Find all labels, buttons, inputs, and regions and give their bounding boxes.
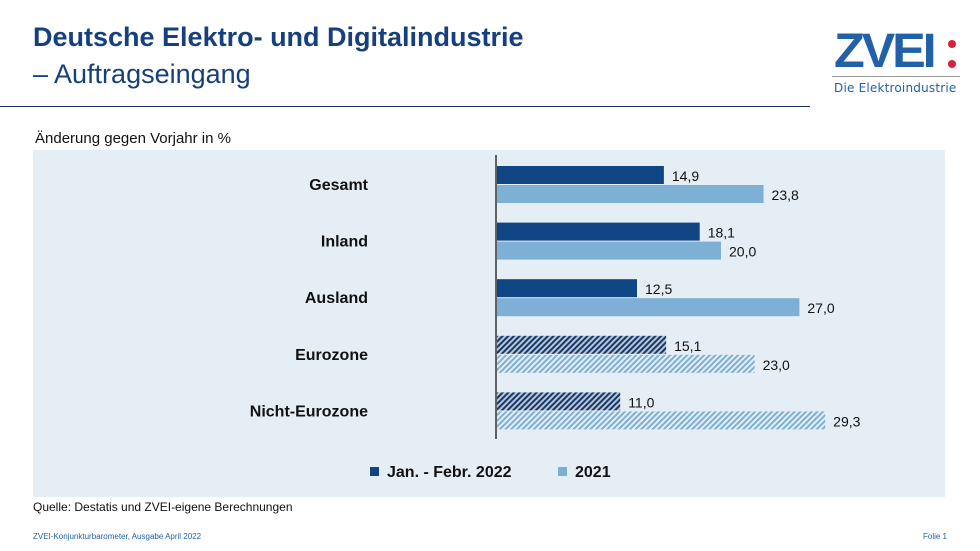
data-label: 11,0 — [628, 394, 654, 410]
bar-2021-gesamt — [497, 185, 764, 203]
bar-2022-inland — [497, 222, 700, 241]
legend-label-0: Jan. - Febr. 2022 — [387, 464, 512, 481]
data-label: 12,5 — [645, 281, 672, 297]
logo-divider — [832, 76, 960, 77]
footer-slide-number: Folie 1 — [922, 532, 947, 541]
bar-2022-nicht-eurozone — [497, 392, 621, 411]
source-note: Quelle: Destatis und ZVEI-eigene Berechn… — [33, 500, 293, 514]
footer-publication: ZVEI-Konjunkturbarometer, Ausgabe April … — [33, 532, 202, 541]
category-label: Eurozone — [295, 347, 368, 364]
logo-subtitle: Die Elektroindustrie — [834, 81, 957, 95]
bar-2021-nicht-eurozone — [497, 411, 826, 430]
data-label: 18,1 — [708, 225, 735, 241]
bar-2021-inland — [497, 241, 721, 260]
data-label: 15,1 — [674, 338, 701, 354]
data-label: 23,0 — [763, 357, 790, 373]
title-divider — [0, 106, 810, 107]
logo-colon-icon — [948, 40, 956, 80]
data-label: 20,0 — [729, 244, 756, 260]
slide-title: Deutsche Elektro- und Digitalindustrie — [33, 22, 524, 52]
data-label: 23,8 — [772, 187, 799, 203]
category-label: Ausland — [305, 290, 368, 307]
category-label: Inland — [321, 234, 368, 251]
legend-swatch-0 — [370, 467, 379, 476]
category-label: Nicht-Eurozone — [250, 403, 368, 420]
chart-legend: Jan. - Febr. 2022 2021 — [370, 464, 611, 481]
legend-label-1: 2021 — [575, 464, 611, 481]
bar-2021-eurozone — [497, 354, 755, 373]
bar-2022-eurozone — [497, 335, 667, 354]
bar-2022-gesamt — [497, 166, 664, 184]
bar-2021-ausland — [497, 298, 800, 317]
bar-2022-ausland — [497, 279, 637, 298]
data-label: 14,9 — [672, 168, 699, 184]
data-label: 29,3 — [833, 413, 860, 429]
chart-title: Änderung gegen Vorjahr in % — [35, 130, 231, 147]
legend-swatch-1 — [558, 467, 567, 476]
logo-wordmark: ZVEI — [834, 25, 937, 78]
data-label: 27,0 — [807, 300, 834, 316]
slide-subtitle: – Auftragseingang — [33, 59, 251, 89]
chart-background — [33, 150, 945, 497]
category-label: Gesamt — [309, 177, 368, 194]
zvei-logo: ZVEI Die Elektroindustrie — [832, 28, 962, 98]
